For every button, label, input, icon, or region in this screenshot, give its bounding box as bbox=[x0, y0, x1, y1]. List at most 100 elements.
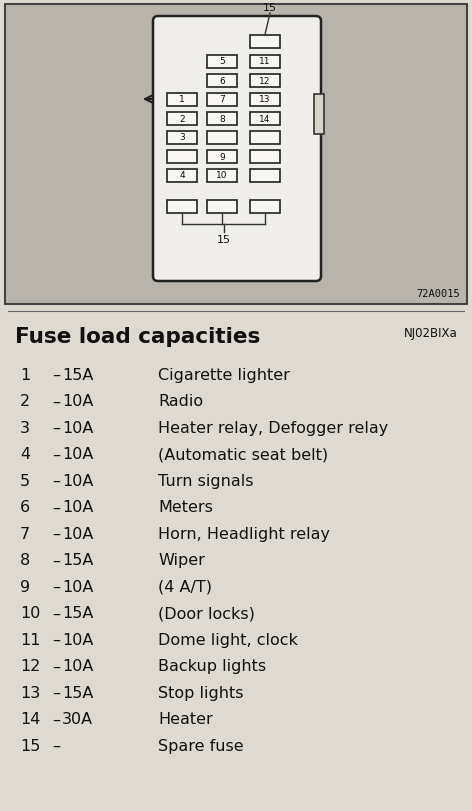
Text: Fuse load capacities: Fuse load capacities bbox=[15, 327, 261, 346]
Bar bbox=[0, 311, 472, 811]
Text: 5: 5 bbox=[219, 58, 225, 67]
Text: 6: 6 bbox=[20, 500, 30, 515]
Bar bbox=[207, 93, 237, 106]
Bar bbox=[250, 131, 280, 144]
Text: 10A: 10A bbox=[62, 659, 93, 674]
Bar bbox=[250, 93, 280, 106]
Text: Radio: Radio bbox=[158, 394, 203, 409]
Text: –: – bbox=[52, 420, 60, 436]
Text: 10A: 10A bbox=[62, 474, 93, 488]
Text: 7: 7 bbox=[219, 96, 225, 105]
Text: (4 A/T): (4 A/T) bbox=[158, 579, 212, 594]
Text: Stop lights: Stop lights bbox=[158, 685, 244, 700]
Text: –: – bbox=[52, 685, 60, 700]
Text: 72A0015: 72A0015 bbox=[416, 289, 460, 298]
Text: –: – bbox=[52, 659, 60, 674]
Bar bbox=[167, 93, 197, 106]
Bar bbox=[167, 200, 197, 213]
Text: –: – bbox=[52, 367, 60, 383]
Text: Cigarette lighter: Cigarette lighter bbox=[158, 367, 290, 383]
Bar bbox=[167, 131, 197, 144]
Bar bbox=[250, 200, 280, 213]
FancyBboxPatch shape bbox=[153, 17, 321, 281]
Bar bbox=[250, 150, 280, 163]
Text: Meters: Meters bbox=[158, 500, 213, 515]
Bar bbox=[250, 75, 280, 88]
Text: 8: 8 bbox=[219, 114, 225, 123]
Text: 5: 5 bbox=[20, 474, 30, 488]
Text: 4: 4 bbox=[20, 447, 30, 462]
Bar bbox=[207, 75, 237, 88]
Text: 4: 4 bbox=[179, 171, 185, 180]
Bar bbox=[207, 169, 237, 182]
Text: Backup lights: Backup lights bbox=[158, 659, 266, 674]
Bar bbox=[250, 55, 280, 68]
Bar bbox=[167, 150, 197, 163]
Text: 10: 10 bbox=[216, 171, 228, 180]
Text: Horn, Headlight relay: Horn, Headlight relay bbox=[158, 526, 330, 541]
Text: 30A: 30A bbox=[62, 711, 93, 727]
Text: 11: 11 bbox=[259, 58, 271, 67]
Text: 15A: 15A bbox=[62, 606, 93, 620]
Text: Dome light, clock: Dome light, clock bbox=[158, 633, 298, 647]
Text: 10A: 10A bbox=[62, 579, 93, 594]
Bar bbox=[250, 169, 280, 182]
Text: –: – bbox=[52, 447, 60, 462]
Bar bbox=[207, 113, 237, 126]
Text: 1: 1 bbox=[179, 96, 185, 105]
Bar bbox=[207, 200, 237, 213]
Bar bbox=[207, 150, 237, 163]
Text: –: – bbox=[52, 711, 60, 727]
Bar bbox=[167, 169, 197, 182]
Text: 3: 3 bbox=[179, 133, 185, 142]
Text: –: – bbox=[52, 526, 60, 541]
Bar bbox=[5, 5, 467, 305]
Text: 13: 13 bbox=[259, 96, 271, 105]
Text: 15A: 15A bbox=[62, 367, 93, 383]
Text: –: – bbox=[52, 553, 60, 568]
Text: 15: 15 bbox=[217, 234, 230, 245]
Text: (Door locks): (Door locks) bbox=[158, 606, 255, 620]
Text: 9: 9 bbox=[20, 579, 30, 594]
Text: 1: 1 bbox=[20, 367, 30, 383]
Text: (Automatic seat belt): (Automatic seat belt) bbox=[158, 447, 328, 462]
Text: Wiper: Wiper bbox=[158, 553, 205, 568]
Text: 8: 8 bbox=[20, 553, 30, 568]
Text: 14: 14 bbox=[259, 114, 270, 123]
Text: –: – bbox=[52, 579, 60, 594]
Text: Turn signals: Turn signals bbox=[158, 474, 253, 488]
Text: Heater: Heater bbox=[158, 711, 213, 727]
Text: 10A: 10A bbox=[62, 633, 93, 647]
Text: –: – bbox=[52, 394, 60, 409]
Text: 7: 7 bbox=[20, 526, 30, 541]
Text: –: – bbox=[52, 606, 60, 620]
Text: 3: 3 bbox=[20, 420, 30, 436]
Text: NJ02BIXa: NJ02BIXa bbox=[404, 327, 458, 340]
Bar bbox=[250, 36, 280, 49]
Bar bbox=[207, 55, 237, 68]
Bar bbox=[167, 113, 197, 126]
Text: 11: 11 bbox=[20, 633, 41, 647]
Text: 14: 14 bbox=[20, 711, 41, 727]
Text: 12: 12 bbox=[259, 76, 270, 85]
Text: 15: 15 bbox=[20, 738, 41, 753]
Text: 10: 10 bbox=[20, 606, 41, 620]
Text: –: – bbox=[52, 738, 60, 753]
Text: –: – bbox=[52, 633, 60, 647]
Text: 15A: 15A bbox=[62, 553, 93, 568]
Text: –: – bbox=[52, 474, 60, 488]
Text: 10A: 10A bbox=[62, 500, 93, 515]
Text: 2: 2 bbox=[179, 114, 185, 123]
Text: Heater relay, Defogger relay: Heater relay, Defogger relay bbox=[158, 420, 388, 436]
Bar bbox=[207, 131, 237, 144]
Text: 9: 9 bbox=[219, 152, 225, 161]
Text: –: – bbox=[52, 500, 60, 515]
Text: 10A: 10A bbox=[62, 420, 93, 436]
Text: 2: 2 bbox=[20, 394, 30, 409]
Text: 15: 15 bbox=[263, 3, 277, 13]
Text: 15A: 15A bbox=[62, 685, 93, 700]
Text: 13: 13 bbox=[20, 685, 40, 700]
Text: 6: 6 bbox=[219, 76, 225, 85]
Text: Spare fuse: Spare fuse bbox=[158, 738, 244, 753]
Text: 10A: 10A bbox=[62, 394, 93, 409]
